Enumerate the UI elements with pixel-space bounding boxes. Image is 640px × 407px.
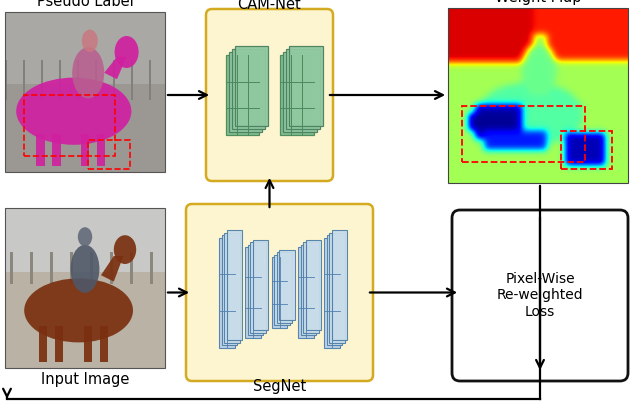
Bar	[219, 238, 234, 348]
Bar	[24, 95, 115, 156]
Bar	[332, 230, 348, 340]
Bar	[283, 52, 317, 132]
Text: SegNet: SegNet	[253, 379, 306, 394]
Bar	[97, 133, 106, 166]
Ellipse shape	[70, 245, 99, 293]
Bar	[330, 232, 345, 343]
Bar	[289, 46, 323, 126]
Bar	[561, 131, 612, 169]
Bar	[40, 326, 47, 361]
Ellipse shape	[78, 227, 92, 246]
FancyBboxPatch shape	[186, 204, 373, 381]
Bar	[448, 8, 628, 183]
Bar	[286, 49, 319, 129]
Bar	[276, 252, 292, 323]
Bar	[245, 247, 261, 337]
Bar	[232, 49, 265, 129]
Ellipse shape	[24, 278, 133, 342]
FancyBboxPatch shape	[206, 9, 333, 181]
Bar	[303, 243, 319, 333]
Bar	[272, 257, 287, 328]
FancyBboxPatch shape	[452, 210, 628, 381]
Bar	[100, 326, 108, 361]
Bar	[280, 55, 314, 135]
Bar	[225, 55, 259, 135]
Bar	[56, 326, 63, 361]
Bar	[81, 133, 90, 166]
Ellipse shape	[115, 36, 139, 68]
Bar	[227, 230, 242, 340]
Ellipse shape	[16, 78, 131, 145]
Bar	[298, 247, 314, 337]
Bar	[324, 238, 340, 348]
Bar	[301, 245, 316, 335]
Ellipse shape	[114, 235, 136, 264]
Text: Input Image: Input Image	[41, 372, 129, 387]
Bar	[36, 133, 45, 166]
Bar	[462, 106, 585, 162]
Bar	[279, 250, 295, 320]
Text: Weight Map: Weight Map	[495, 0, 581, 5]
Bar	[228, 52, 262, 132]
Polygon shape	[101, 256, 124, 282]
Text: Pseudo Label: Pseudo Label	[36, 0, 133, 9]
Text: CAM-Net: CAM-Net	[237, 0, 301, 12]
Bar	[327, 235, 342, 345]
Bar	[84, 326, 92, 361]
Bar	[221, 235, 237, 345]
Bar	[5, 208, 165, 368]
Bar	[52, 133, 61, 166]
Bar	[253, 240, 268, 330]
Bar	[306, 240, 321, 330]
Text: Pixel-Wise
Re-weighted
Loss: Pixel-Wise Re-weighted Loss	[497, 272, 583, 319]
Bar	[88, 140, 130, 169]
Polygon shape	[104, 57, 127, 79]
Ellipse shape	[82, 30, 98, 52]
Bar	[275, 255, 290, 325]
Bar	[234, 46, 268, 126]
Bar	[250, 243, 266, 333]
Ellipse shape	[72, 47, 104, 98]
Bar	[224, 232, 239, 343]
Bar	[5, 12, 165, 172]
Bar	[248, 245, 264, 335]
